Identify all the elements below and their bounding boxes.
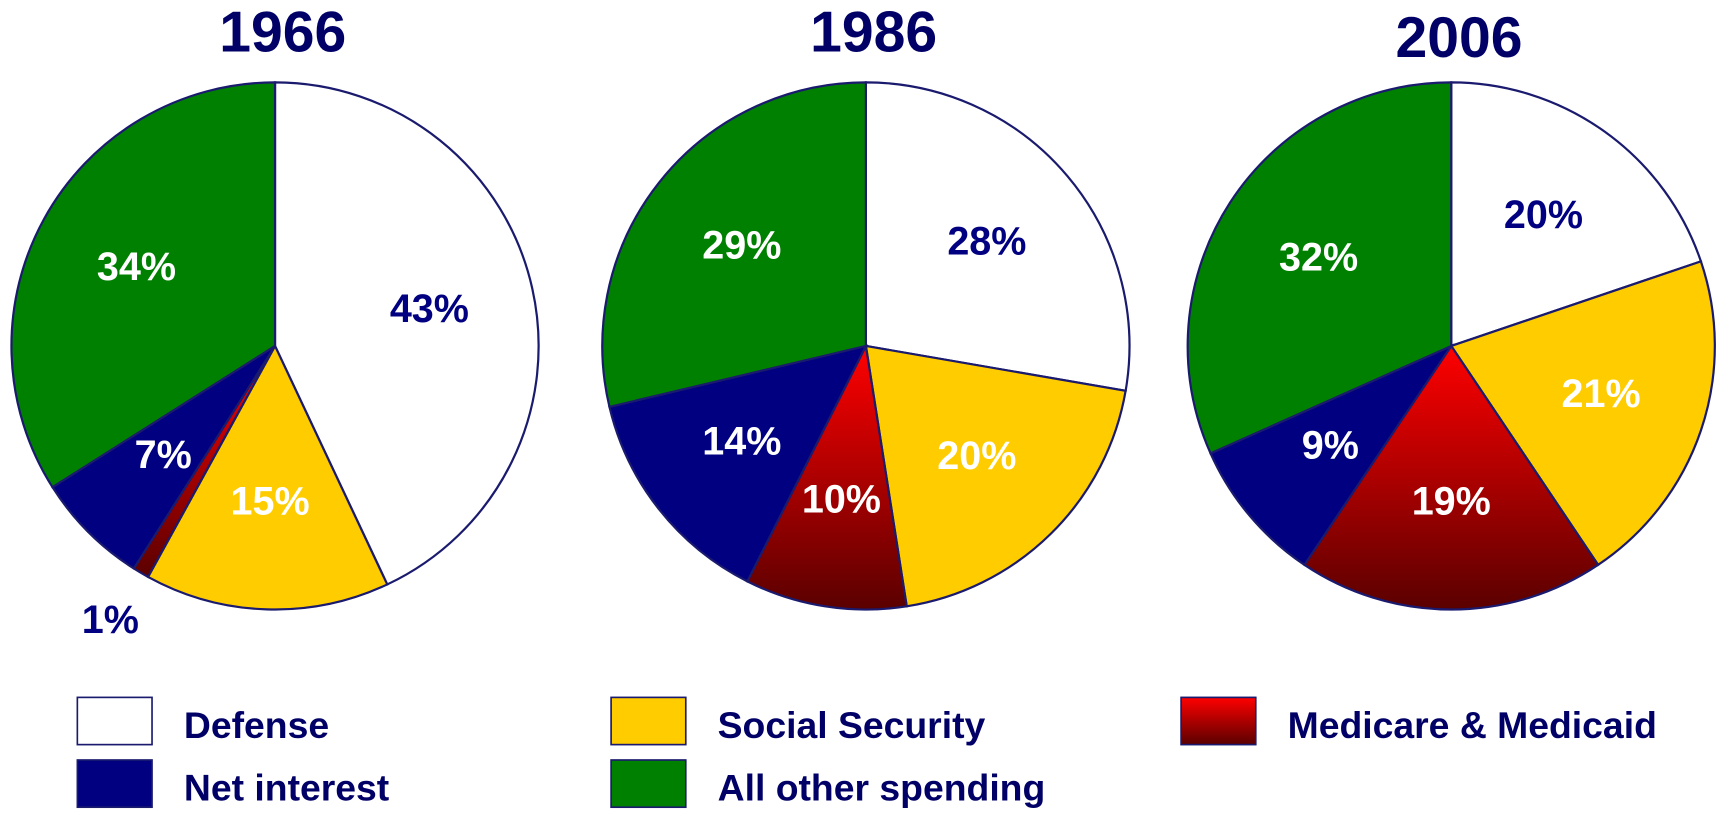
pie-slice	[50, 345, 276, 571]
slice-label: 7%	[135, 433, 192, 477]
slice-label: 32%	[1279, 235, 1358, 279]
legend-swatch	[76, 759, 153, 809]
slice-label: 14%	[702, 419, 781, 463]
slice-label: 20%	[1504, 193, 1583, 237]
slice-label: 28%	[947, 220, 1026, 264]
legend-label: Medicare & Medicaid	[1288, 704, 1657, 746]
pie-slice	[1449, 259, 1716, 567]
pie-slice	[1302, 343, 1600, 611]
legend-swatch	[610, 696, 687, 746]
slice-label: 20%	[937, 434, 1016, 478]
pie-slice	[1186, 81, 1453, 455]
legend-label: Net interest	[184, 767, 389, 809]
legend-label: Social Security	[718, 704, 986, 746]
pie-title: 1986	[810, 0, 937, 64]
legend-swatch	[76, 696, 153, 746]
slice-label: 43%	[390, 287, 469, 331]
pie-slice	[864, 344, 1127, 608]
pie-slice	[745, 342, 908, 611]
pie-slice	[608, 344, 868, 583]
slice-label: 15%	[231, 479, 310, 523]
pie-title: 2006	[1395, 6, 1522, 70]
pie-slice	[146, 343, 389, 611]
pie-slice	[273, 81, 540, 586]
slice-label: 34%	[97, 245, 176, 289]
pie-slice	[1209, 343, 1455, 567]
slice-label: 1%	[82, 598, 139, 642]
legend-label: Defense	[184, 704, 329, 746]
legend-label: All other spending	[718, 767, 1046, 809]
legend-swatch	[1180, 696, 1257, 746]
pie-slice	[601, 81, 867, 409]
slice-label: 9%	[1302, 423, 1359, 467]
legend-swatch	[610, 759, 687, 809]
pie-slice	[1450, 81, 1703, 348]
slice-label: 19%	[1412, 480, 1491, 524]
slice-label: 29%	[702, 223, 781, 267]
pie-slice	[864, 81, 1131, 393]
pie-slice	[10, 81, 277, 489]
slice-label: 21%	[1562, 372, 1641, 416]
pie-title: 1966	[219, 0, 346, 64]
slice-label: 10%	[802, 478, 881, 522]
